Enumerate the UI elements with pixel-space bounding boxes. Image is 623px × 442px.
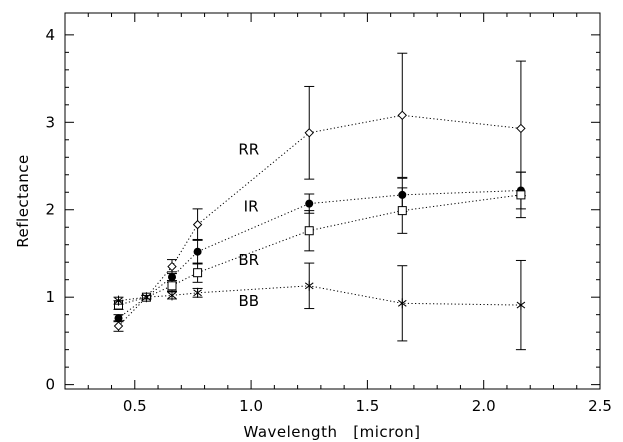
series-ir — [113, 171, 526, 323]
x-tick-label: 2.5 — [588, 397, 612, 415]
data-point — [167, 290, 177, 301]
asterisk-stroke — [142, 293, 151, 301]
x-tick-label: 0.5 — [123, 397, 147, 415]
data-point — [304, 226, 314, 236]
data-point — [192, 219, 203, 230]
data-point — [304, 280, 314, 291]
data-point — [397, 206, 407, 216]
data-point — [516, 190, 526, 200]
y-tick-label: 4 — [45, 26, 55, 44]
data-point — [397, 298, 407, 309]
series-label-ir: IR — [244, 197, 259, 215]
data-point — [113, 321, 124, 331]
series-line-rr — [118, 114, 521, 327]
y-tick-label: 0 — [45, 376, 55, 394]
data-point — [114, 295, 123, 306]
asterisk-stroke — [167, 292, 177, 299]
data-point — [142, 292, 151, 303]
data-point — [168, 273, 176, 282]
series-line-bb — [118, 285, 521, 306]
asterisk-stroke — [516, 301, 526, 309]
series-br — [113, 171, 526, 310]
asterisk-stroke — [114, 297, 123, 305]
data-point — [397, 110, 407, 121]
data-point — [167, 281, 177, 291]
y-tick-label: 2 — [45, 201, 55, 219]
y-tick-label: 3 — [45, 113, 55, 131]
x-tick-label: 1.0 — [239, 397, 263, 415]
asterisk-stroke — [304, 282, 314, 290]
data-point — [193, 268, 203, 278]
x-tick-label: 2.0 — [472, 397, 496, 415]
y-tick-label: 1 — [45, 288, 55, 306]
series-label-bb: BB — [238, 292, 259, 310]
data-point — [167, 261, 177, 272]
data-point — [193, 247, 202, 256]
series-label-rr: RR — [238, 141, 259, 159]
series-label-br: BR — [238, 251, 259, 269]
axis-ticks: 0.5 1.0 1.5 2.0 2.5 0 1 2 3 4 — [45, 13, 612, 415]
plot-frame — [64, 12, 601, 390]
data-point — [304, 128, 314, 138]
plot-marks: RR IR BR BB — [113, 52, 526, 351]
data-point — [305, 199, 314, 208]
y-axis-title: Reflectance — [14, 154, 32, 247]
data-point — [193, 287, 202, 298]
x-tick-label: 1.5 — [355, 397, 379, 415]
data-point — [516, 300, 526, 311]
series-line-ir — [118, 190, 521, 319]
asterisk-stroke — [397, 299, 407, 307]
series-bb — [113, 259, 526, 351]
data-point — [114, 314, 123, 323]
x-axis-title: Wavelength [micron] — [243, 423, 420, 441]
series-line-br — [118, 194, 521, 306]
data-point — [516, 123, 526, 134]
asterisk-stroke — [193, 289, 202, 297]
